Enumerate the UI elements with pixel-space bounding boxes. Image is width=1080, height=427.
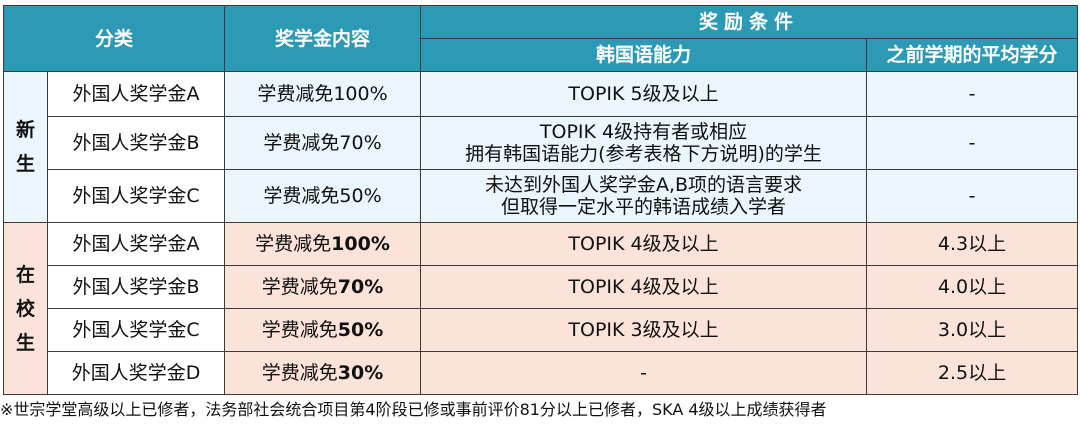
- scholarship-benefit: 学费减免100%: [224, 222, 422, 266]
- korean-requirement-line: 未达到外国人奖学金A,B项的语言要求: [484, 174, 803, 196]
- scholarship-benefit: 学费减免30%: [224, 351, 422, 395]
- gpa-requirement: 4.3以上: [866, 222, 1079, 266]
- group-label-current: 在校生: [3, 222, 48, 395]
- korean-requirement: TOPIK 3级及以上: [420, 308, 868, 352]
- gpa-requirement: -: [866, 71, 1079, 117]
- scholarship-benefit: 学费减免70%: [224, 265, 422, 309]
- scholarship-name: 外国人奖学金A: [46, 71, 226, 117]
- korean-requirement-line: 拥有韩国语能力(参考表格下方说明)的学生: [465, 143, 822, 165]
- benefit-prefix: 学费减免: [261, 319, 338, 341]
- gpa-requirement: -: [866, 116, 1079, 170]
- korean-requirement: 未达到外国人奖学金A,B项的语言要求 但取得一定水平的韩语成绩入学者: [420, 169, 868, 223]
- scholarship-name: 外国人奖学金A: [46, 222, 226, 266]
- group-label-new: 新生: [3, 71, 48, 223]
- korean-requirement: -: [420, 351, 868, 395]
- header-row-top: 分类 奖学金内容 奖励条件: [2, 5, 1079, 72]
- table-row: 外国人奖学金C 学费减免50% TOPIK 3级及以上 3.0以上: [4, 308, 1079, 352]
- scholarship-name: 外国人奖学金D: [46, 351, 226, 395]
- scholarship-name: 外国人奖学金C: [46, 169, 226, 223]
- footnote: ※世宗学堂高级以上已修者，法务部社会统合项目第4阶段已修或事前评价81分以上已修…: [0, 400, 827, 419]
- group-label-text: 在校生: [15, 263, 35, 354]
- gpa-requirement: 3.0以上: [866, 308, 1079, 352]
- scholarship-name: 外国人奖学金B: [46, 116, 226, 170]
- scholarship-benefit: 学费减免70%: [224, 116, 422, 170]
- korean-requirement-line: TOPIK 3级及以上: [568, 319, 719, 341]
- korean-requirement: TOPIK 4级持有者或相应 拥有韩国语能力(参考表格下方说明)的学生: [420, 116, 868, 170]
- korean-requirement-line: TOPIK 5级及以上: [568, 83, 719, 105]
- korean-requirement: TOPIK 5级及以上: [420, 71, 868, 117]
- scholarship-benefit: 学费减免100%: [224, 71, 422, 117]
- korean-requirement-line: 但取得一定水平的韩语成绩入学者: [501, 196, 787, 218]
- header-korean-ability: 韩国语能力: [420, 38, 868, 72]
- benefit-prefix: 学费减免: [261, 276, 338, 298]
- table-row: 外国人奖学金B 学费减免70% TOPIK 4级持有者或相应 拥有韩国语能力(参…: [4, 116, 1079, 170]
- korean-requirement-line: TOPIK 4级及以上: [568, 276, 719, 298]
- gpa-requirement: 2.5以上: [866, 351, 1079, 395]
- gpa-requirement: -: [866, 169, 1079, 223]
- korean-requirement: TOPIK 4级及以上: [420, 265, 868, 309]
- scholarship-name: 外国人奖学金C: [46, 308, 226, 352]
- scholarship-name: 外国人奖学金B: [46, 265, 226, 309]
- header-category: 分类: [2, 5, 226, 72]
- scholarship-table: 分类 奖学金内容 奖励条件 韩国语能力 之前学期的平均学分 新生 外国人奖学金A…: [2, 5, 1079, 395]
- scholarship-benefit: 学费减免50%: [224, 169, 422, 223]
- korean-requirement-line: TOPIK 4级持有者或相应: [539, 121, 748, 143]
- benefit-percent: 50%: [337, 319, 384, 341]
- gpa-requirement: 4.0以上: [866, 265, 1079, 309]
- benefit-prefix: 学费减免: [255, 233, 332, 255]
- korean-requirement: TOPIK 4级及以上: [420, 222, 868, 266]
- header-conditions: 奖励条件: [420, 5, 1079, 39]
- header-row-sub: 韩国语能力 之前学期的平均学分: [4, 38, 1079, 72]
- korean-requirement-line: -: [640, 362, 647, 384]
- table-row: 新生 外国人奖学金A 学费减免100% TOPIK 5级及以上 -: [3, 71, 1079, 223]
- benefit-percent: 100%: [331, 233, 390, 255]
- benefit-percent: 30%: [337, 362, 384, 384]
- benefit-percent: 70%: [337, 276, 384, 298]
- table-row: 在校生 外国人奖学金A 学费减免100% TOPIK 4级及以上 4.3以上: [3, 222, 1079, 395]
- korean-requirement-line: TOPIK 4级及以上: [568, 233, 719, 255]
- table-row: 外国人奖学金D 学费减免30% - 2.5以上: [4, 351, 1079, 395]
- table-row: 外国人奖学金C 学费减免50% 未达到外国人奖学金A,B项的语言要求 但取得一定…: [4, 169, 1079, 223]
- scholarship-benefit: 学费减免50%: [224, 308, 422, 352]
- group-label-text: 新生: [15, 119, 35, 175]
- table-row: 外国人奖学金B 学费减免70% TOPIK 4级及以上 4.0以上: [4, 265, 1079, 309]
- benefit-prefix: 学费减免: [261, 362, 338, 384]
- header-prev-gpa: 之前学期的平均学分: [866, 38, 1079, 72]
- header-content: 奖学金内容: [224, 5, 422, 72]
